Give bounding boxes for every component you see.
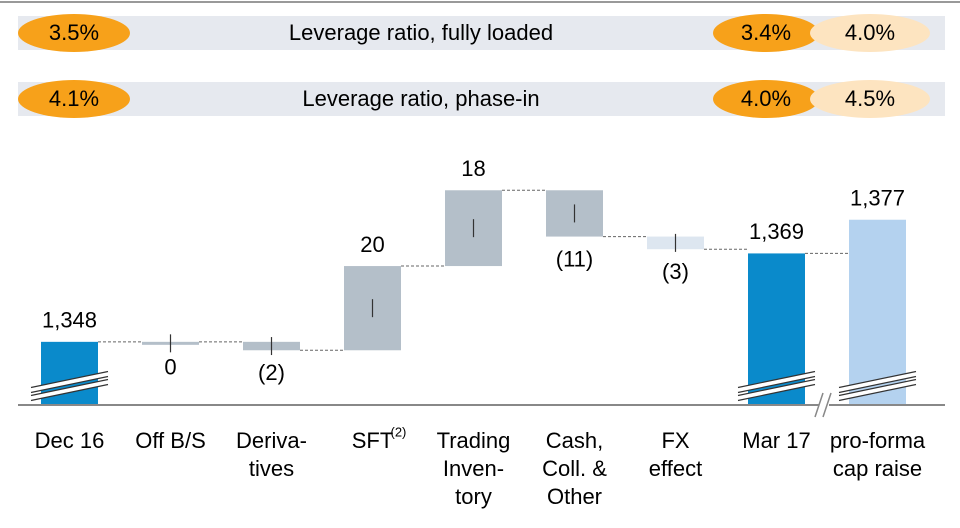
- x-tick-label: Inven-: [443, 456, 504, 481]
- break-mark: [30, 371, 109, 393]
- x-tick-label: Dec 16: [35, 428, 105, 453]
- value-label: 18: [461, 156, 485, 181]
- value-label: (2): [258, 360, 285, 385]
- x-tick-label: effect: [649, 456, 702, 481]
- ratio-pro-forma: 4.0%: [845, 20, 895, 45]
- value-label: 1,369: [749, 219, 804, 244]
- category-note: (2): [391, 424, 407, 439]
- break-mark: [30, 379, 109, 401]
- x-tick-label: tives: [249, 456, 294, 481]
- x-tick-label: Cash,: [546, 428, 603, 453]
- break-mark-edge: [30, 375, 109, 394]
- bar: [849, 219, 906, 405]
- break-mark: [838, 371, 917, 393]
- value-label: 1,377: [850, 186, 905, 211]
- axis-break-mark: [822, 392, 832, 418]
- break-mark-edge: [838, 370, 917, 389]
- ratio-label: Leverage ratio, fully loaded: [289, 20, 553, 45]
- break-mark-edge: [30, 383, 109, 402]
- bars: [41, 190, 906, 405]
- x-tick-label: Deriva-: [236, 428, 307, 453]
- x-tick-label: tory: [455, 484, 492, 509]
- ratio-pro-forma: 4.5%: [845, 86, 895, 111]
- break-mark-edge: [30, 370, 109, 389]
- x-tick-label: Mar 17: [742, 428, 810, 453]
- break-mark-edge: [737, 370, 816, 389]
- break-mark: [838, 379, 917, 401]
- x-tick-label: cap raise: [833, 456, 922, 481]
- ratio-badge: [18, 14, 130, 52]
- x-tick-label: Trading: [437, 428, 511, 453]
- x-tick-label: SFT: [352, 428, 394, 453]
- ratio-badge: [810, 80, 930, 118]
- ratio-badge: [713, 14, 819, 52]
- ratio-end: 4.0%: [741, 86, 791, 111]
- break-mark-edge: [737, 378, 816, 397]
- break-mark-edge: [838, 383, 917, 402]
- ratio-label: Leverage ratio, phase-in: [302, 86, 539, 111]
- ratio-badge: [713, 80, 819, 118]
- x-tick-label: Coll. &: [542, 456, 607, 481]
- ratio-badge: [810, 14, 930, 52]
- break-mark: [737, 379, 816, 401]
- x-tick-label: Off B/S: [135, 428, 206, 453]
- ratio-end: 3.4%: [741, 20, 791, 45]
- break-mark-edge: [737, 383, 816, 402]
- ratio-start: 3.5%: [49, 20, 99, 45]
- axis-break-gap: [819, 399, 829, 411]
- ratio-badge: [18, 80, 130, 118]
- break-mark: [737, 371, 816, 393]
- ratio-start: 4.1%: [49, 86, 99, 111]
- value-label: (3): [662, 259, 689, 284]
- value-label: 1,348: [42, 308, 97, 333]
- break-mark-edge: [30, 378, 109, 397]
- x-tick-label: Other: [547, 484, 602, 509]
- x-tick-label: pro-forma: [830, 428, 926, 453]
- value-label: 20: [360, 232, 384, 257]
- break-mark-edge: [838, 375, 917, 394]
- axis-break-mark: [814, 392, 824, 418]
- value-label: 0: [164, 355, 176, 380]
- break-mark-edge: [838, 378, 917, 397]
- break-mark-edge: [737, 375, 816, 394]
- value-label: (11): [556, 246, 594, 271]
- x-tick-label: FX: [661, 428, 689, 453]
